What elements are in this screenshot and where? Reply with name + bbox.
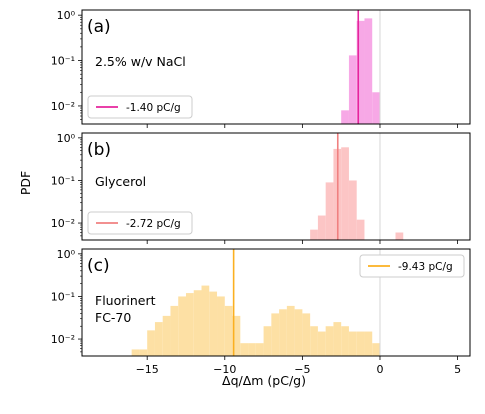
histogram-bar [326,326,334,356]
histogram-bar [349,180,357,240]
y-axis-label: PDF [18,171,33,195]
histogram-bar [271,313,279,356]
plot-area [132,249,380,356]
histogram-bar [357,332,365,356]
histogram-bar [178,296,186,356]
histogram-bar [302,313,310,356]
panel-label: (b) [87,140,111,160]
x-tick-label: 5 [454,363,461,376]
histogram-bar [349,332,357,356]
histogram-bar [202,286,210,356]
x-axis-label: Δq/Δm (pC/g) [222,373,306,388]
histogram-bar [186,293,194,356]
histogram-bar [349,55,357,124]
histogram-bar [372,343,380,356]
histogram-bar [209,292,217,356]
histogram-bar [295,309,303,356]
x-tick-label: −15 [136,363,159,376]
legend: -2.72 pC/g [88,212,192,234]
y-tick-label: 10⁻² [51,100,75,113]
histogram-bar [132,349,140,356]
histogram-bar [264,326,272,356]
panel-a: 10⁰ 10⁻¹ 10⁻² (a) 2.5% w/v NaCl -1.40 pC/g [51,9,470,128]
histogram-bar [287,306,295,356]
y-tick-label: 10⁻² [51,217,75,230]
histogram-bar [357,220,365,240]
histogram-bar [310,230,318,240]
y-tick-label: 10⁰ [57,248,76,261]
histogram-bar [341,110,349,124]
histogram-bar [341,147,349,240]
histogram-bar [240,343,248,356]
plot-area [341,10,380,124]
y-tick-label: 10⁰ [57,132,76,145]
x-tick-label: 0 [376,363,383,376]
histogram-bar [194,290,202,356]
y-tick-label: 10⁻¹ [51,55,75,68]
sample-label: Fluorinert [95,293,156,308]
legend: -9.43 pC/g [360,255,464,277]
histogram-bar [217,296,225,356]
histogram-bar [341,326,349,356]
sample-label: FC-70 [95,310,131,325]
histogram-bar [279,309,287,356]
histogram-bar [396,232,404,240]
histogram-bar [147,330,155,356]
legend-label: -1.40 pC/g [126,102,181,114]
histogram-bar [248,343,256,356]
histogram-bar [318,216,326,240]
sample-label: Glycerol [95,174,146,189]
histogram-bar [333,322,341,356]
histogram-bar [163,316,171,356]
legend: -1.40 pC/g [88,96,192,118]
histogram-bar [364,332,372,356]
histogram-bar [225,306,233,356]
sample-label: 2.5% w/v NaCl [95,54,186,69]
histogram-bar [318,332,326,356]
legend-label: -9.43 pC/g [398,261,453,273]
y-tick-label: 10⁰ [57,9,76,22]
y-tick-label: 10⁻¹ [51,290,75,303]
panel-label: (c) [87,256,110,276]
histogram-bar [364,18,372,124]
histogram-bar [170,306,178,356]
histogram-bar [139,349,147,356]
plot-area [310,133,403,240]
y-tick-label: 10⁻² [51,333,75,346]
y-tick-label: 10⁻¹ [51,174,75,187]
legend-label: -2.72 pC/g [126,218,181,230]
panel-b: 10⁰ 10⁻¹ 10⁻² (b) Glycerol -2.72 pC/g [51,132,470,244]
histogram-bar [310,326,318,356]
panel-label: (a) [87,17,111,37]
histogram-bar [372,92,380,124]
histogram-bar [155,322,163,356]
histogram-bar [256,343,264,356]
histogram-bar [326,182,334,240]
